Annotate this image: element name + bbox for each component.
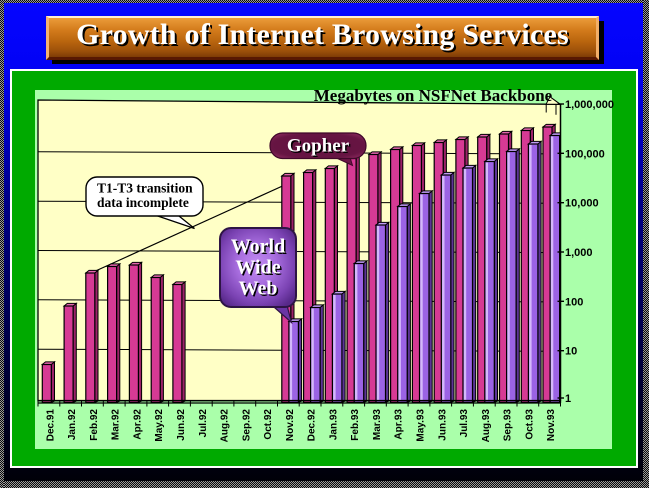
svg-text:Wide: Wide xyxy=(237,258,282,280)
svg-text:Aug.92: Aug.92 xyxy=(220,409,231,443)
svg-text:10: 10 xyxy=(565,346,577,358)
svg-text:Jul.93: Jul.93 xyxy=(459,409,470,438)
svg-text:Feb.92: Feb.92 xyxy=(89,409,100,441)
svg-text:1,000: 1,000 xyxy=(565,247,593,259)
svg-text:Jan.93: Jan.93 xyxy=(328,409,339,441)
svg-text:1: 1 xyxy=(565,393,571,405)
svg-text:Jan.92: Jan.92 xyxy=(67,409,78,441)
svg-text:Apr.92: Apr.92 xyxy=(133,409,144,440)
svg-text:Dec.91: Dec.91 xyxy=(45,409,56,442)
svg-text:Web: Web xyxy=(239,278,278,300)
svg-text:Mar.93: Mar.93 xyxy=(372,409,383,441)
svg-text:100: 100 xyxy=(565,296,583,308)
svg-text:Gopher: Gopher xyxy=(287,136,350,157)
svg-text:May.93: May.93 xyxy=(416,409,427,442)
svg-text:Aug.93: Aug.93 xyxy=(481,409,492,443)
svg-text:Jun.93: Jun.93 xyxy=(437,409,448,441)
svg-text:Oct.92: Oct.92 xyxy=(263,409,274,440)
svg-text:Feb.93: Feb.93 xyxy=(350,409,361,441)
svg-text:data incomplete: data incomplete xyxy=(97,195,189,210)
svg-text:Megabytes on NSFNet Backbone: Megabytes on NSFNet Backbone xyxy=(314,86,553,105)
svg-text:Mar.92: Mar.92 xyxy=(111,409,122,441)
svg-text:10,000: 10,000 xyxy=(565,198,599,210)
svg-text:Dec.92: Dec.92 xyxy=(307,409,318,442)
svg-text:100,000: 100,000 xyxy=(565,148,605,160)
svg-text:Apr.93: Apr.93 xyxy=(394,409,405,440)
svg-text:May.92: May.92 xyxy=(154,409,165,442)
svg-text:Nov.92: Nov.92 xyxy=(285,409,296,441)
svg-text:Sep.92: Sep.92 xyxy=(241,409,252,442)
svg-text:Gopher: Gopher xyxy=(288,137,351,158)
svg-text:Wide: Wide xyxy=(235,257,280,279)
svg-text:Nov.93: Nov.93 xyxy=(546,409,557,441)
svg-text:Sep.93: Sep.93 xyxy=(503,409,514,442)
svg-text:World: World xyxy=(231,236,285,258)
svg-text:T1-T3 transition: T1-T3 transition xyxy=(97,181,193,196)
svg-text:Jul.92: Jul.92 xyxy=(198,409,209,438)
svg-text:Jun.92: Jun.92 xyxy=(176,409,187,441)
svg-text:World: World xyxy=(232,237,286,259)
svg-text:Oct.93: Oct.93 xyxy=(524,409,535,440)
svg-text:1,000,000: 1,000,000 xyxy=(565,99,614,111)
svg-text:Web: Web xyxy=(240,279,279,301)
